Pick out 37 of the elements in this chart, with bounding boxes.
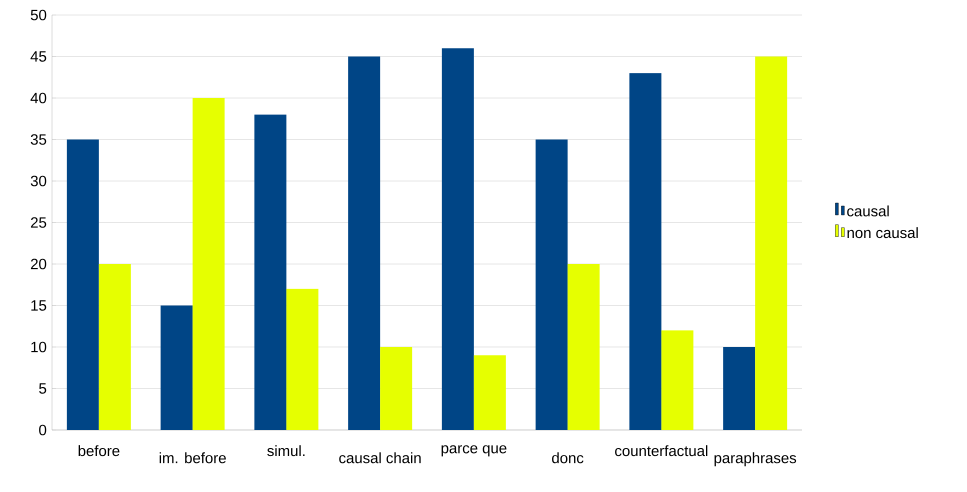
bar <box>723 347 756 430</box>
y-tick-label: 40 <box>30 92 46 104</box>
bar <box>474 355 506 430</box>
bar <box>568 264 600 430</box>
bar <box>192 98 225 430</box>
y-tick-label: 20 <box>30 258 46 270</box>
bar <box>755 56 788 430</box>
bar <box>254 114 286 430</box>
x-tick-label: parce que <box>442 445 506 456</box>
x-tick-label: counterfactual <box>615 445 708 456</box>
bar <box>98 264 131 430</box>
y-tick-label: 10 <box>31 342 46 352</box>
y-tick-label: 45 <box>30 51 46 62</box>
bar <box>442 48 474 430</box>
y-tick-label: 35 <box>30 134 46 145</box>
x-tick-label: before <box>78 445 120 456</box>
y-tick-label: 0 <box>39 424 46 436</box>
bar <box>536 140 568 430</box>
bar <box>286 288 318 430</box>
bar <box>348 56 380 430</box>
x-tick-label: causal chain <box>339 452 421 464</box>
x-tick-label: paraphrases <box>714 452 796 466</box>
y-tick-label: 30 <box>30 176 46 186</box>
bar <box>661 330 694 430</box>
y-tick-label: 25 <box>30 217 46 228</box>
x-tick-label: simul. <box>267 445 305 456</box>
x-tick-label: im. before <box>160 452 226 464</box>
y-tick-label: 5 <box>39 383 46 394</box>
bar <box>160 306 193 430</box>
legend-label: non causal <box>848 227 918 238</box>
legend-label: causal <box>847 205 889 216</box>
bar <box>380 347 412 430</box>
y-tick-label: 15 <box>31 300 46 311</box>
x-tick-label: donc <box>552 452 584 464</box>
y-tick-label: 50 <box>30 10 46 20</box>
bar <box>66 140 99 430</box>
bar <box>629 73 662 430</box>
